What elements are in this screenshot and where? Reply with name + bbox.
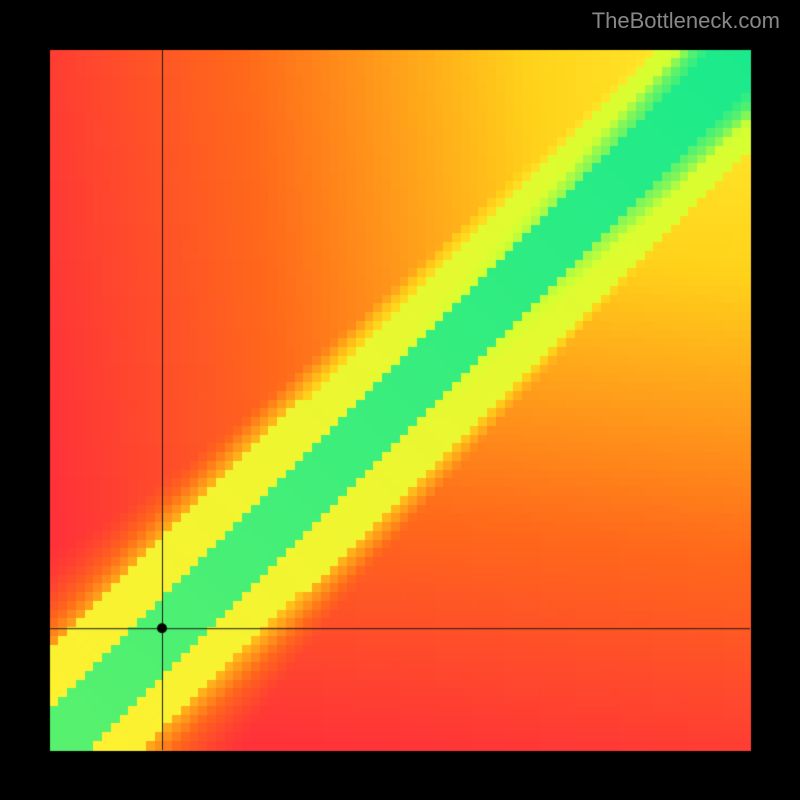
crosshair-overlay [0, 0, 800, 800]
watermark-text: TheBottleneck.com [592, 8, 780, 34]
chart-container: TheBottleneck.com [0, 0, 800, 800]
